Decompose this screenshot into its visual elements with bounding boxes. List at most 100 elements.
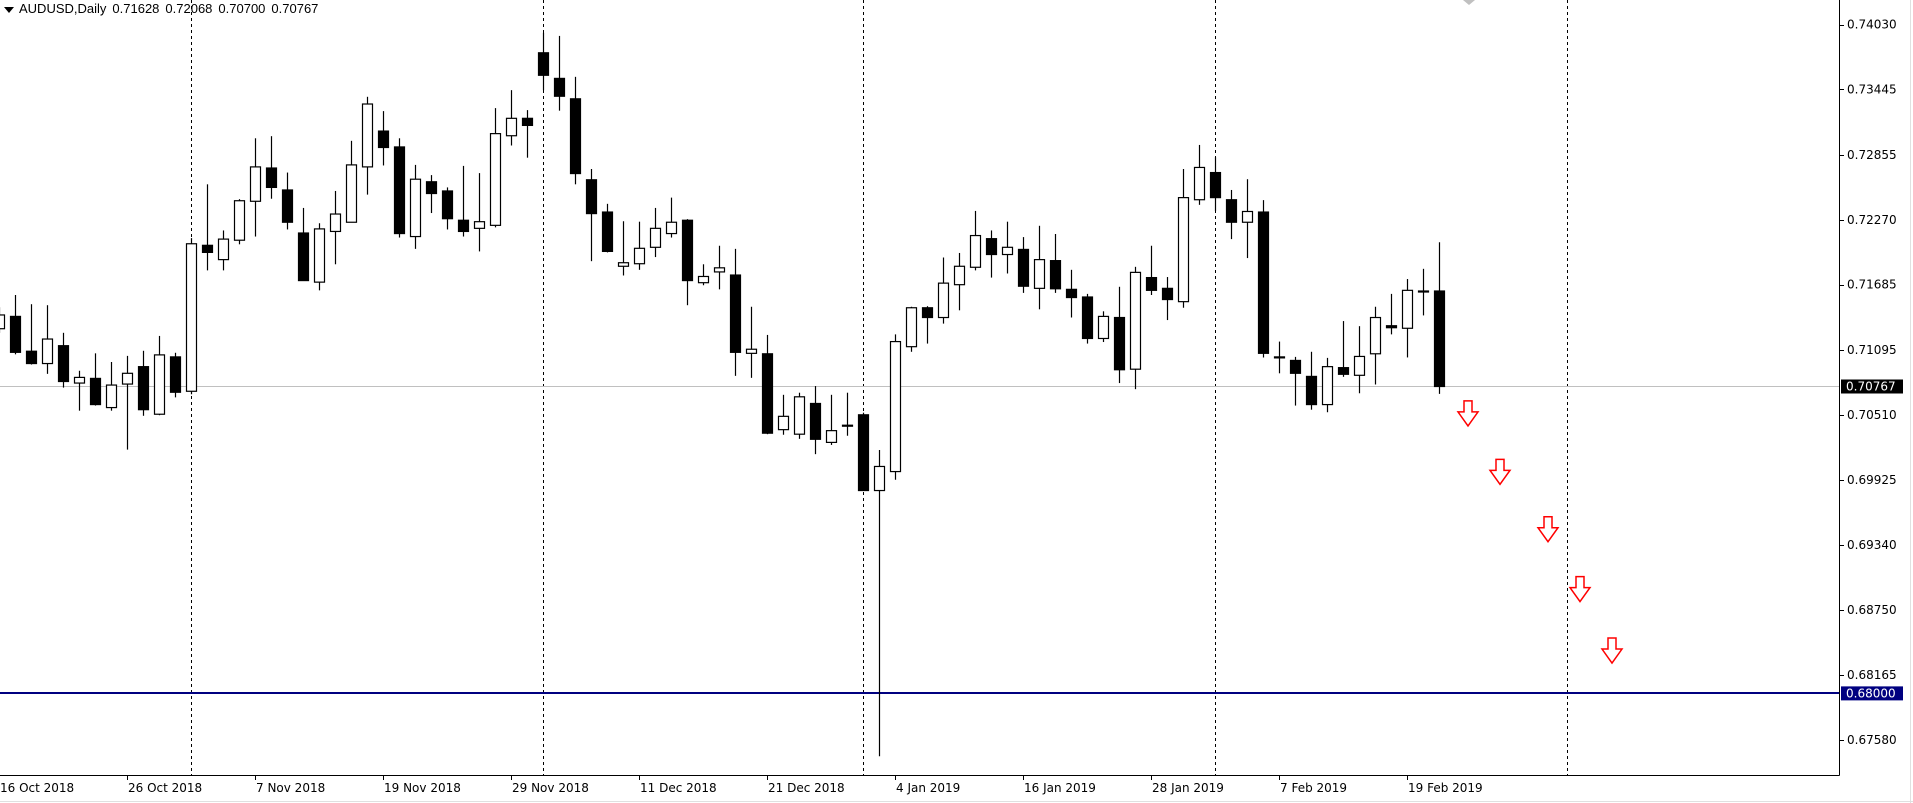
down-arrow-icon xyxy=(1568,575,1592,603)
candle xyxy=(153,335,166,416)
price-tick-label: 0.72855 xyxy=(1847,148,1897,162)
time-tick-label: 28 Jan 2019 xyxy=(1152,781,1224,795)
candle xyxy=(169,352,182,398)
candle-body-bear xyxy=(457,219,470,233)
candle-body-bull xyxy=(185,243,198,392)
candle-body-bear xyxy=(1225,199,1238,223)
candle xyxy=(41,305,54,374)
candle xyxy=(1401,279,1414,358)
candle-body-bear xyxy=(441,190,454,220)
candle-body-bull xyxy=(1321,366,1334,406)
candle xyxy=(265,136,278,199)
time-tick-label: 16 Oct 2018 xyxy=(0,781,74,795)
down-arrow-icon xyxy=(1600,637,1624,665)
candle-body-bull xyxy=(841,424,854,427)
candle xyxy=(73,370,86,411)
candle xyxy=(953,252,966,311)
open-value: 0.71628 xyxy=(112,1,160,16)
candle xyxy=(1145,245,1158,295)
candle-body-bear xyxy=(857,414,870,492)
candle-body-bull xyxy=(777,415,790,431)
candle xyxy=(697,264,710,286)
candle xyxy=(1209,157,1222,211)
time-tick-label: 11 Dec 2018 xyxy=(640,781,717,795)
candle-body-bull xyxy=(937,282,950,319)
time-tick-label: 19 Feb 2019 xyxy=(1408,781,1483,795)
candle xyxy=(969,210,982,271)
candle-body-bear xyxy=(425,181,438,195)
candle-body-bull xyxy=(1401,289,1414,329)
candle-body-bear xyxy=(985,238,998,256)
candle xyxy=(1113,286,1126,384)
candle xyxy=(0,307,6,333)
candle xyxy=(1017,237,1030,293)
candle-body-bear xyxy=(281,189,294,223)
triangle-down-icon[interactable] xyxy=(4,6,14,13)
candle xyxy=(457,165,470,237)
candle-body-bull xyxy=(505,117,518,137)
candle-body-bull xyxy=(233,200,246,241)
candle-body-bull xyxy=(649,227,662,248)
candle-body-bear xyxy=(1017,248,1030,287)
candle xyxy=(1417,268,1430,316)
down-arrow-icon xyxy=(1536,515,1560,543)
candle xyxy=(1433,242,1446,394)
price-tick-label: 0.74030 xyxy=(1847,18,1897,32)
horizontal-line-badge xyxy=(1841,686,1903,701)
candle xyxy=(217,230,230,271)
candle xyxy=(489,108,502,228)
candle-body-bear xyxy=(553,77,566,97)
candle-body-bull xyxy=(1353,355,1366,376)
candle xyxy=(233,199,246,245)
candle xyxy=(1225,189,1238,240)
candle xyxy=(57,332,70,388)
candle-body-bull xyxy=(345,164,358,223)
candle-body-bull xyxy=(1097,315,1110,340)
candle xyxy=(777,394,790,435)
candle xyxy=(601,203,614,253)
candle-body-bear xyxy=(1385,325,1398,329)
candle xyxy=(729,248,742,376)
candle xyxy=(1273,341,1286,374)
candle xyxy=(1369,306,1382,385)
candle-body-bull xyxy=(1241,210,1254,223)
time-tick-label: 21 Dec 2018 xyxy=(768,781,845,795)
candle xyxy=(201,184,214,271)
candle-body-bull xyxy=(905,307,918,348)
candle xyxy=(329,190,342,265)
candle-body-bear xyxy=(393,146,406,235)
candle-body-bull xyxy=(121,372,134,385)
candle-body-bull xyxy=(617,262,630,267)
candle xyxy=(665,197,678,238)
candle-body-bear xyxy=(681,219,694,282)
price-tick-label: 0.69340 xyxy=(1847,538,1897,552)
down-arrows xyxy=(1456,0,1624,665)
candle xyxy=(409,164,422,249)
down-arrow-icon xyxy=(1488,458,1512,486)
candle-body-bear xyxy=(9,315,22,353)
time-tick-label: 7 Feb 2019 xyxy=(1280,781,1347,795)
candle xyxy=(441,187,454,230)
candle xyxy=(985,230,998,278)
candle-body-bear xyxy=(1257,211,1270,354)
candle xyxy=(937,257,950,324)
candle-body-bear xyxy=(569,98,582,175)
candle-body-bull xyxy=(409,178,422,238)
candle xyxy=(1049,233,1062,293)
candle xyxy=(889,334,902,480)
candle xyxy=(1193,144,1206,205)
candle xyxy=(617,221,630,276)
time-tick-label: 26 Oct 2018 xyxy=(128,781,202,795)
candle-body-bull xyxy=(73,376,86,384)
candle xyxy=(345,140,358,223)
candle-body-bear xyxy=(521,117,534,127)
candle-body-bull xyxy=(825,430,838,443)
candle-body-bear xyxy=(25,350,38,365)
candle xyxy=(249,138,262,237)
candle-body-bear xyxy=(809,402,822,440)
candle-body-bull xyxy=(1193,166,1206,201)
candle-body-bull xyxy=(1417,290,1430,293)
candle-body-bear xyxy=(137,366,150,411)
